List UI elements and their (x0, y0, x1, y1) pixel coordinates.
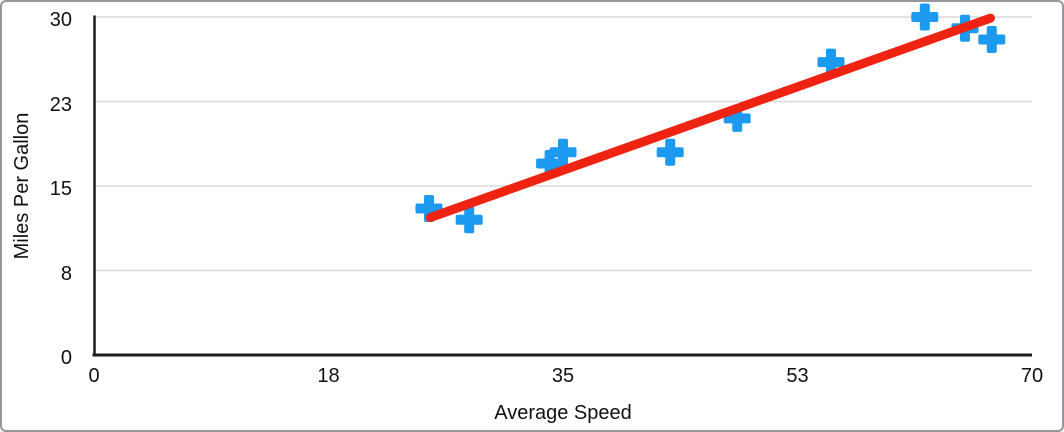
x-tick-label: 0 (88, 365, 100, 387)
x-axis-title: Average Speed (494, 402, 632, 424)
data-point-marker[interactable] (656, 138, 684, 166)
x-tick-label: 70 (1020, 365, 1044, 387)
data-point-marker[interactable] (549, 138, 577, 166)
data-point-marker[interactable] (817, 48, 845, 76)
y-tick-label: 15 (49, 178, 72, 200)
y-tick-label: 0 (60, 347, 72, 369)
data-point-marker[interactable] (455, 206, 483, 234)
data-point-marker[interactable] (978, 26, 1006, 54)
y-tick-label: 23 (49, 93, 72, 116)
data-point-marker[interactable] (911, 3, 939, 31)
trendline[interactable] (425, 13, 995, 223)
x-tick-label: 35 (551, 365, 575, 387)
x-tick-label: 18 (317, 365, 340, 387)
x-tick-label: 53 (786, 365, 809, 387)
y-tick-label: 30 (49, 9, 72, 31)
y-tick-label: 8 (60, 262, 72, 285)
